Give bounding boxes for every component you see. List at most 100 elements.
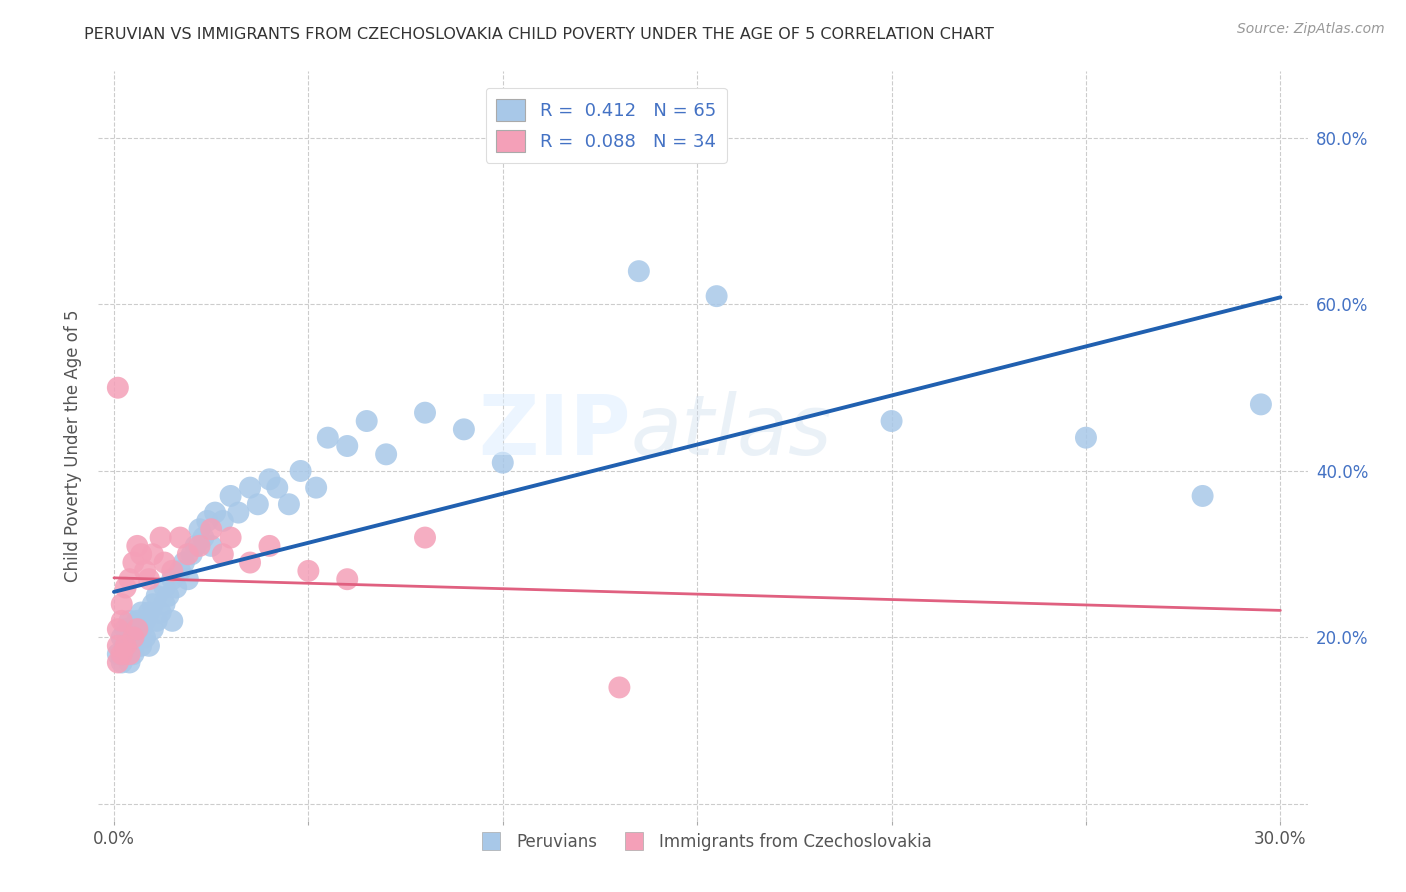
Point	[880, 414, 903, 428]
Point	[153, 556, 176, 570]
Point	[228, 506, 250, 520]
Point	[413, 531, 436, 545]
Point	[211, 547, 233, 561]
Point	[1191, 489, 1213, 503]
Point	[246, 497, 269, 511]
Point	[122, 556, 145, 570]
Legend: Peruvians, Immigrants from Czechoslovakia: Peruvians, Immigrants from Czechoslovaki…	[468, 826, 938, 857]
Point	[706, 289, 728, 303]
Point	[149, 606, 172, 620]
Point	[200, 539, 222, 553]
Point	[188, 539, 211, 553]
Point	[153, 597, 176, 611]
Point	[180, 547, 202, 561]
Point	[127, 622, 149, 636]
Point	[114, 647, 136, 661]
Point	[107, 639, 129, 653]
Point	[145, 614, 167, 628]
Point	[259, 539, 281, 553]
Text: Source: ZipAtlas.com: Source: ZipAtlas.com	[1237, 22, 1385, 37]
Point	[118, 614, 141, 628]
Point	[114, 581, 136, 595]
Point	[142, 547, 165, 561]
Point	[118, 631, 141, 645]
Point	[129, 547, 152, 561]
Point	[118, 572, 141, 586]
Point	[114, 622, 136, 636]
Point	[259, 472, 281, 486]
Point	[107, 656, 129, 670]
Point	[107, 381, 129, 395]
Point	[211, 514, 233, 528]
Point	[162, 564, 184, 578]
Point	[134, 631, 156, 645]
Point	[413, 406, 436, 420]
Point	[162, 614, 184, 628]
Point	[177, 572, 200, 586]
Point	[1074, 431, 1097, 445]
Y-axis label: Child Poverty Under the Age of 5: Child Poverty Under the Age of 5	[65, 310, 83, 582]
Point	[118, 647, 141, 661]
Point	[356, 414, 378, 428]
Point	[266, 481, 288, 495]
Point	[111, 597, 134, 611]
Point	[492, 456, 515, 470]
Point	[157, 589, 180, 603]
Point	[169, 531, 191, 545]
Point	[193, 531, 215, 545]
Point	[114, 639, 136, 653]
Point	[127, 539, 149, 553]
Point	[609, 681, 631, 695]
Point	[219, 489, 242, 503]
Point	[184, 539, 207, 553]
Point	[316, 431, 339, 445]
Point	[111, 631, 134, 645]
Point	[453, 422, 475, 436]
Point	[107, 647, 129, 661]
Point	[277, 497, 299, 511]
Point	[114, 639, 136, 653]
Point	[122, 647, 145, 661]
Point	[107, 622, 129, 636]
Point	[305, 481, 328, 495]
Point	[111, 614, 134, 628]
Point	[138, 572, 160, 586]
Point	[111, 656, 134, 670]
Point	[173, 556, 195, 570]
Point	[118, 656, 141, 670]
Point	[204, 506, 226, 520]
Point	[149, 531, 172, 545]
Point	[188, 522, 211, 536]
Point	[239, 481, 262, 495]
Point	[127, 614, 149, 628]
Point	[111, 647, 134, 661]
Point	[122, 631, 145, 645]
Text: ZIP: ZIP	[478, 391, 630, 472]
Point	[122, 622, 145, 636]
Point	[153, 581, 176, 595]
Point	[134, 564, 156, 578]
Point	[134, 614, 156, 628]
Point	[336, 572, 359, 586]
Point	[239, 556, 262, 570]
Point	[375, 447, 398, 461]
Point	[122, 639, 145, 653]
Point	[138, 606, 160, 620]
Point	[169, 564, 191, 578]
Point	[127, 631, 149, 645]
Point	[129, 639, 152, 653]
Point	[336, 439, 359, 453]
Point	[129, 606, 152, 620]
Point	[219, 531, 242, 545]
Point	[145, 589, 167, 603]
Point	[1250, 397, 1272, 411]
Point	[162, 572, 184, 586]
Point	[195, 514, 218, 528]
Point	[129, 622, 152, 636]
Text: atlas: atlas	[630, 391, 832, 472]
Point	[138, 639, 160, 653]
Point	[142, 597, 165, 611]
Point	[165, 581, 187, 595]
Point	[627, 264, 650, 278]
Point	[290, 464, 312, 478]
